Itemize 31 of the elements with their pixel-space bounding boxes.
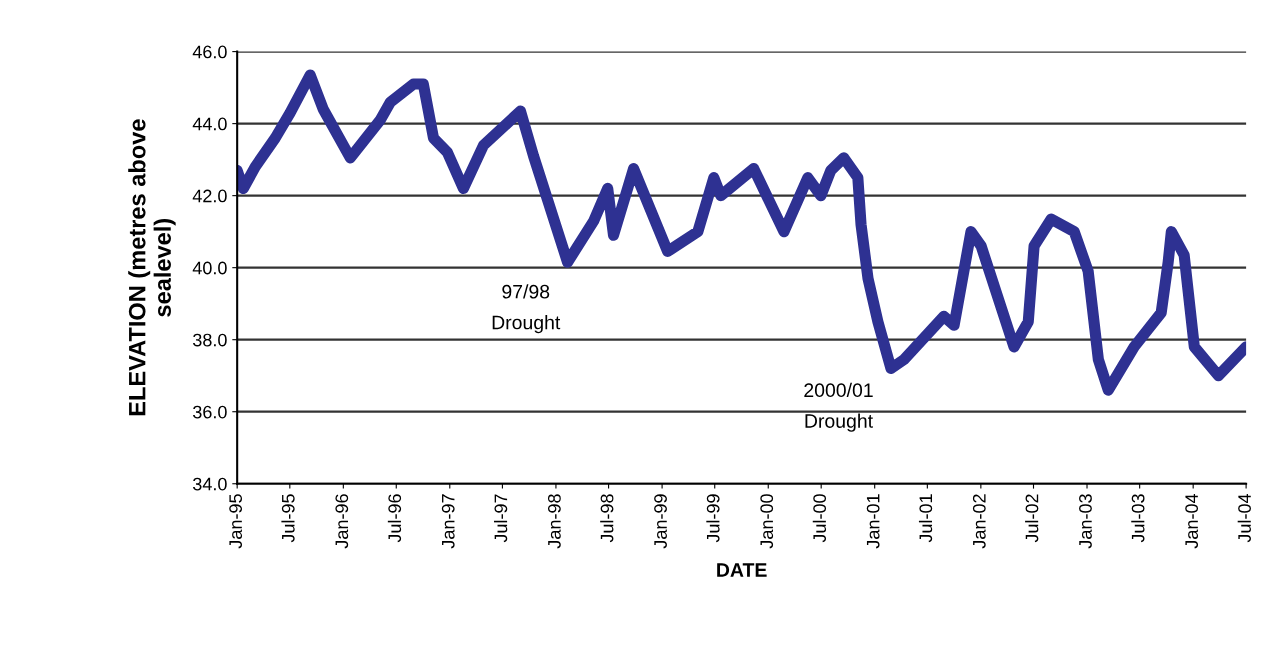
x-tick-label: Jan-99 [654,494,667,549]
x-tick-label: Jul-04 [1237,494,1251,543]
y-axis-title: ELEVATION (metres above sealevel) [128,119,176,416]
x-tick-label: Jan-04 [1185,494,1199,549]
y-tick-label: 34.0 [193,477,227,491]
y-tick-label: 38.0 [193,333,227,347]
y-tick-label: 40.0 [192,261,227,275]
x-axis-title: DATE [717,563,767,577]
x-tick-label: Jul-98 [600,494,614,543]
x-tick-label: Jan-00 [760,494,774,549]
x-tick-label: Jan-03 [1079,494,1092,549]
x-tick-label: Jul-03 [1131,494,1145,543]
x-tick-label: Jan-96 [335,494,349,549]
x-tick-label: Jan-02 [972,494,986,549]
x-tick-label: Jul-95 [281,494,295,543]
y-tick-label: 46.0 [192,45,227,59]
annotation: 97/98 Drought [492,284,561,334]
x-tick-label: Jul-97 [494,494,508,543]
x-tick-label: Jan-95 [229,494,243,549]
x-tick-label: Jul-02 [1025,494,1039,543]
y-tick-label: 44.0 [192,117,227,131]
x-tick-label: Jan-97 [441,494,455,549]
x-tick-label: Jul-96 [387,494,402,543]
x-tick-label: Jan-01 [866,494,880,549]
x-tick-label: Jan-98 [547,494,561,549]
annotation: 2000/01 Drought [804,382,873,432]
y-tick-label: 42.0 [192,189,227,203]
x-tick-label: Jul-00 [812,494,827,543]
x-tick-label: Jul-99 [706,494,720,543]
x-tick-label: Jul-01 [918,494,933,543]
y-tick-label: 36.0 [193,405,227,419]
